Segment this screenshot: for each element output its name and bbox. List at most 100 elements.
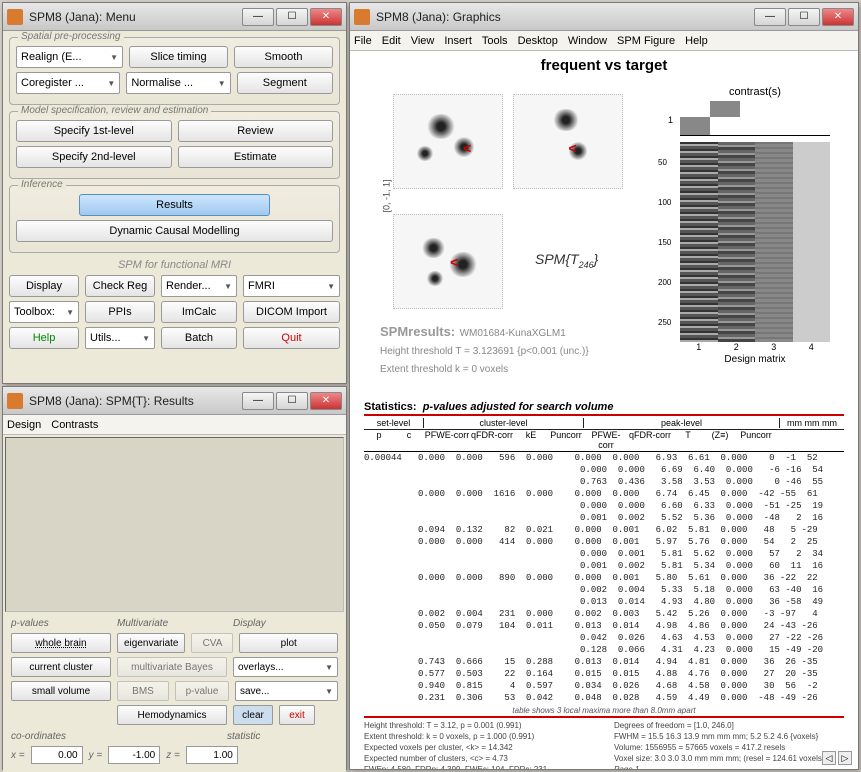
y-axis-label: [0, -1, 1] xyxy=(382,179,392,212)
coregister-dropdown[interactable]: Coregister ... xyxy=(16,72,120,94)
help-button[interactable]: Help xyxy=(9,327,79,349)
imcalc-button[interactable]: ImCalc xyxy=(161,301,237,323)
figure-title: frequent vs target xyxy=(350,57,858,74)
maximize-button[interactable]: ☐ xyxy=(276,8,308,26)
crosshair-icon: < xyxy=(463,140,471,156)
menu-titlebar[interactable]: SPM8 (Jana): Menu — ☐ ✕ xyxy=(3,3,346,31)
graphics-menubar: File Edit View Insert Tools Desktop Wind… xyxy=(350,31,858,51)
smooth-button[interactable]: Smooth xyxy=(234,46,333,68)
menu-file[interactable]: File xyxy=(354,35,372,47)
review-button[interactable]: Review xyxy=(178,120,334,142)
group-preproc-title: Spatial pre-processing xyxy=(18,31,124,42)
save-dropdown[interactable]: save... xyxy=(235,681,338,701)
menu-tools[interactable]: Tools xyxy=(482,35,508,47)
eigenvariate-button[interactable]: eigenvariate xyxy=(117,633,185,653)
menu-title: SPM8 (Jana): Menu xyxy=(29,10,242,24)
plot-button[interactable]: plot xyxy=(239,633,338,653)
z-value[interactable]: 1.00 xyxy=(186,746,238,764)
menu-help[interactable]: Help xyxy=(685,35,708,47)
design-matrix-label: Design matrix xyxy=(670,354,840,365)
spm-t-label: SPM{T246} xyxy=(535,251,598,270)
ppis-button[interactable]: PPIs xyxy=(85,301,155,323)
normalise-dropdown[interactable]: Normalise ... xyxy=(126,72,230,94)
results-titlebar[interactable]: SPM8 (Jana): SPM{T}: Results — ☐ ✕ xyxy=(3,387,346,415)
results-menubar: Design Contrasts xyxy=(3,415,346,435)
multivariate-label: Multivariate xyxy=(117,618,227,629)
spmresults-label: SPMresults: xyxy=(380,324,455,339)
dcm-button[interactable]: Dynamic Causal Modelling xyxy=(16,220,333,242)
table-header-sub: p c PFWE-corr qFDR-corr kE Puncorr PFWE-… xyxy=(364,430,844,452)
extent-threshold: Extent threshold k = 0 voxels xyxy=(380,364,508,375)
brain-coronal: < xyxy=(513,94,623,189)
stats-header: Statistics: p-values adjusted for search… xyxy=(364,401,844,413)
dicom-button[interactable]: DICOM Import xyxy=(243,301,340,323)
app-icon xyxy=(7,393,23,409)
slice-timing-button[interactable]: Slice timing xyxy=(129,46,228,68)
specify-1st-button[interactable]: Specify 1st-level xyxy=(16,120,172,142)
cva-button[interactable]: CVA xyxy=(191,633,233,653)
table-note: table shows 3 local maxima more than 8.0… xyxy=(364,706,844,715)
pvalue-button[interactable]: p-value xyxy=(175,681,229,701)
segment-button[interactable]: Segment xyxy=(237,72,333,94)
results-button[interactable]: Results xyxy=(79,194,269,216)
results-canvas xyxy=(5,437,344,612)
bms-button[interactable]: BMS xyxy=(117,681,169,701)
overlays-dropdown[interactable]: overlays... xyxy=(233,657,338,677)
menu-window[interactable]: Window xyxy=(568,35,607,47)
graphics-titlebar[interactable]: SPM8 (Jana): Graphics — ☐ ✕ xyxy=(350,3,858,31)
hemodynamics-button[interactable]: Hemodynamics xyxy=(117,705,227,725)
minimize-button[interactable]: — xyxy=(242,8,274,26)
x-value[interactable]: 0.00 xyxy=(31,746,83,764)
next-page-button[interactable]: ▷ xyxy=(838,751,852,765)
minimize-button[interactable]: — xyxy=(754,8,786,26)
menu-insert[interactable]: Insert xyxy=(444,35,472,47)
footnote-right: Degrees of freedom = [1.0, 246.0] FWHM =… xyxy=(614,720,844,769)
clear-button[interactable]: clear xyxy=(233,705,273,725)
menu-spmfigure[interactable]: SPM Figure xyxy=(617,35,675,47)
pvalues-label: p-values xyxy=(11,618,111,629)
height-threshold: Height threshold T = 3.123691 {p<0.001 (… xyxy=(380,346,589,357)
y-value[interactable]: -1.00 xyxy=(108,746,160,764)
statistic-label: statistic xyxy=(227,731,260,742)
app-icon xyxy=(354,9,370,25)
checkreg-button[interactable]: Check Reg xyxy=(85,275,155,297)
batch-button[interactable]: Batch xyxy=(161,327,237,349)
current-cluster-button[interactable]: current cluster xyxy=(11,657,111,677)
close-button[interactable]: ✕ xyxy=(822,8,854,26)
table-header-top: set-level cluster-level peak-level mm mm… xyxy=(364,418,844,430)
graphics-window: SPM8 (Jana): Graphics — ☐ ✕ File Edit Vi… xyxy=(349,2,859,770)
crosshair-icon: < xyxy=(450,254,458,270)
menu-view[interactable]: View xyxy=(411,35,435,47)
small-volume-button[interactable]: small volume xyxy=(11,681,111,701)
mvb-button[interactable]: multivariate Bayes xyxy=(117,657,227,677)
exit-button[interactable]: exit xyxy=(279,705,315,725)
quit-button[interactable]: Quit xyxy=(243,327,340,349)
y-label: y = xyxy=(89,750,103,761)
results-window: SPM8 (Jana): SPM{T}: Results — ☐ ✕ Desig… xyxy=(2,386,347,770)
minimize-button[interactable]: — xyxy=(242,392,274,410)
whole-brain-button[interactable]: whole brain xyxy=(11,633,111,653)
group-inference-title: Inference xyxy=(18,179,66,190)
menu-contrasts[interactable]: Contrasts xyxy=(51,419,98,431)
utils-dropdown[interactable]: Utils... xyxy=(85,327,155,349)
close-button[interactable]: ✕ xyxy=(310,8,342,26)
display-button[interactable]: Display xyxy=(9,275,79,297)
close-button[interactable]: ✕ xyxy=(310,392,342,410)
toolbox-dropdown[interactable]: Toolbox: xyxy=(9,301,79,323)
menu-edit[interactable]: Edit xyxy=(382,35,401,47)
spmresults-name: WM01684-KunaXGLM1 xyxy=(460,328,566,339)
prev-page-button[interactable]: ◁ xyxy=(822,751,836,765)
fmri-dropdown[interactable]: FMRI xyxy=(243,275,340,297)
realign-dropdown[interactable]: Realign (E... xyxy=(16,46,123,68)
display-label: Display xyxy=(233,618,266,629)
specify-2nd-button[interactable]: Specify 2nd-level xyxy=(16,146,172,168)
maximize-button[interactable]: ☐ xyxy=(788,8,820,26)
x-label: x = xyxy=(11,750,25,761)
maximize-button[interactable]: ☐ xyxy=(276,392,308,410)
footnote-left: Height threshold: T = 3.12, p = 0.001 (0… xyxy=(364,720,594,769)
estimate-button[interactable]: Estimate xyxy=(178,146,334,168)
menu-desktop[interactable]: Desktop xyxy=(518,35,558,47)
spm-footer: SPM for functional MRI xyxy=(9,259,340,271)
menu-design[interactable]: Design xyxy=(7,419,41,431)
render-dropdown[interactable]: Render... xyxy=(161,275,237,297)
